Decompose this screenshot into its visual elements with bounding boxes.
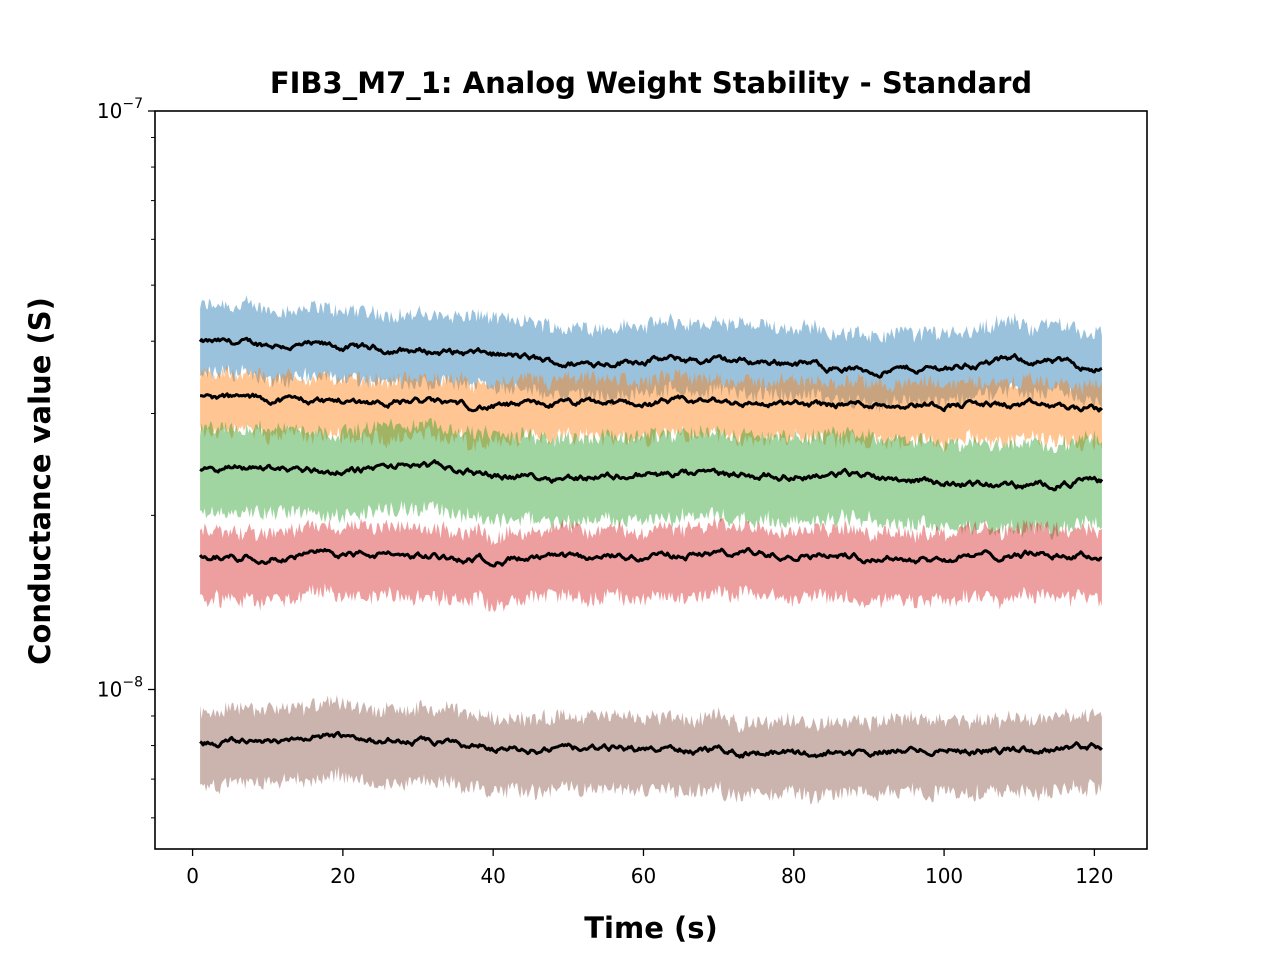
median-lines-layer: [198, 336, 1104, 759]
series-band-5: [200, 694, 1102, 805]
series-median-line-1: [198, 336, 1103, 379]
x-ticks: 0 20 40 60 80 100 120: [186, 849, 1113, 888]
x-tick-label: 100: [925, 864, 963, 888]
y-tick-label: 10−7: [97, 96, 143, 123]
chart-title: FIB3_M7_1: Analog Weight Stability - Sta…: [270, 66, 1032, 100]
series-median-line-4: [198, 546, 1103, 568]
series-band-1: [200, 295, 1102, 413]
series-band-2: [200, 365, 1102, 453]
x-tick-label: 20: [330, 864, 355, 888]
x-tick-label: 80: [781, 864, 806, 888]
y-tick-label: 10−8: [97, 674, 143, 701]
bands-layer: [200, 295, 1102, 805]
x-tick-label: 60: [631, 864, 656, 888]
x-tick-label: 0: [186, 864, 199, 888]
series-band-4: [200, 517, 1102, 612]
series-median-line-5: [199, 730, 1103, 759]
series-band-3: [200, 417, 1102, 541]
series-median-line-2: [199, 392, 1103, 413]
y-axis-label: Conductance value (S): [23, 297, 57, 665]
series-median-line-3: [199, 459, 1104, 492]
x-tick-label: 120: [1075, 864, 1113, 888]
y-ticks: 10−8 10−7: [97, 96, 155, 819]
plot-frame: [154, 110, 1148, 850]
x-tick-label: 40: [480, 864, 505, 888]
x-axis-label: Time (s): [584, 911, 717, 945]
